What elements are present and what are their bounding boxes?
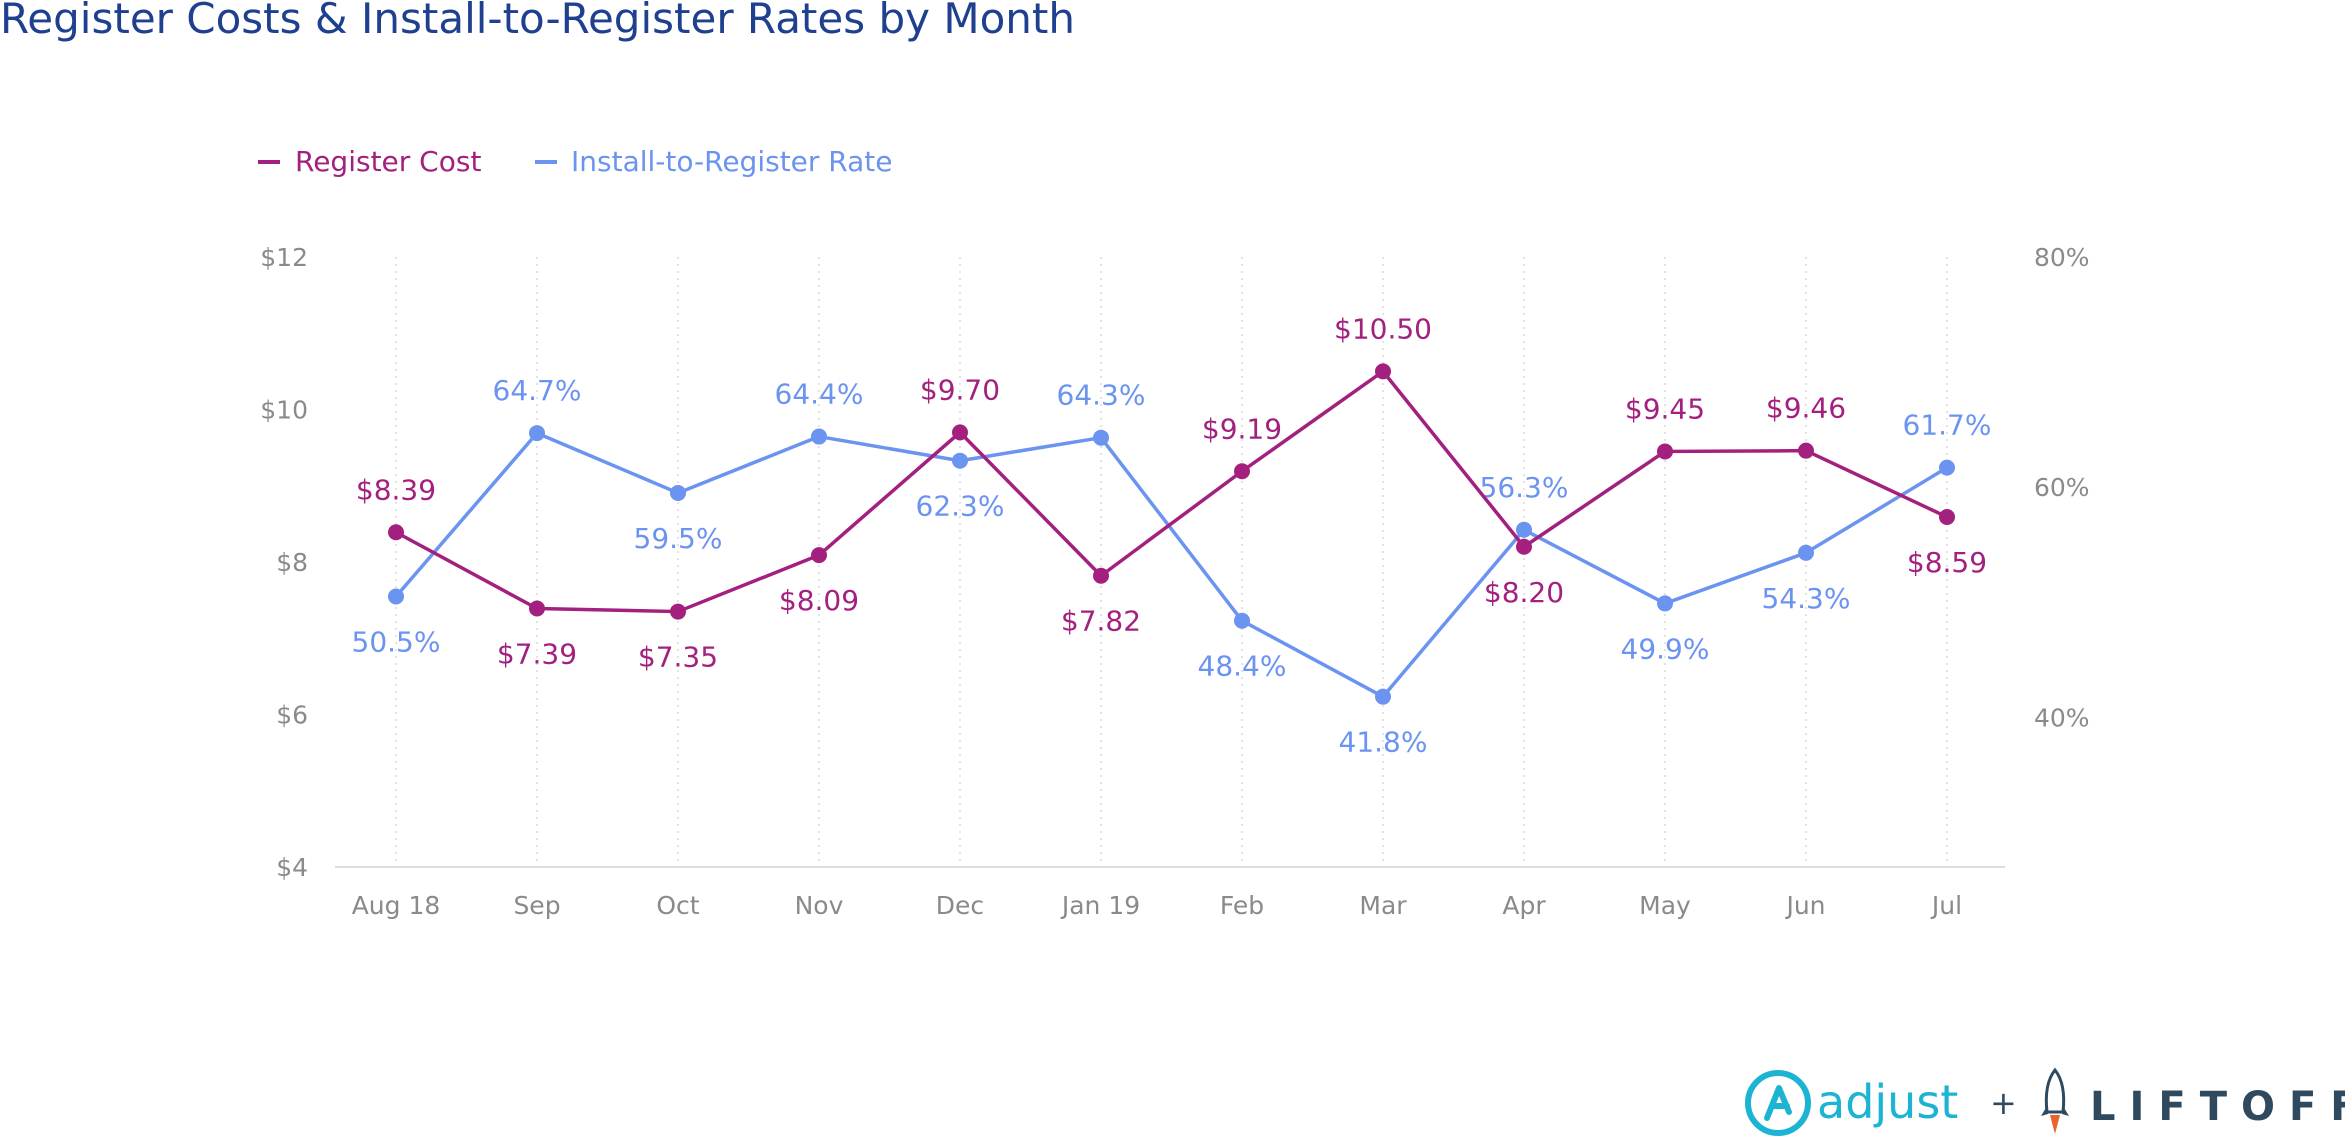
y-left-tick-label: $12	[260, 243, 308, 272]
data-label: 61.7%	[1903, 409, 1992, 442]
data-point	[1939, 509, 1955, 526]
data-label: $8.20	[1484, 576, 1564, 609]
data-point	[1516, 538, 1532, 555]
data-label: 59.5%	[634, 522, 723, 555]
x-tick-label: Dec	[936, 891, 984, 920]
data-point	[1093, 429, 1109, 446]
data-label: 41.8%	[1339, 726, 1428, 759]
data-point	[670, 484, 686, 501]
data-point	[1798, 442, 1814, 459]
y-left-tick-label: $10	[260, 396, 308, 425]
series-line	[394, 431, 1948, 699]
data-point	[1375, 363, 1391, 380]
data-label: 49.9%	[1621, 632, 1710, 665]
data-label: $9.46	[1766, 392, 1846, 425]
adjust-mark-icon	[1745, 1070, 1811, 1136]
y-left-tick-label: $6	[276, 701, 308, 730]
x-tick-label: Jun	[1784, 891, 1825, 920]
data-label: 56.3%	[1480, 471, 1569, 504]
y-left-tick-label: $4	[276, 853, 308, 882]
data-point	[1798, 544, 1814, 561]
data-label: $9.70	[920, 373, 1000, 406]
legend: Register Cost Install-to-Register Rate	[258, 145, 893, 178]
data-point	[1093, 567, 1109, 584]
data-point	[1657, 595, 1673, 612]
grid-lines	[395, 257, 1948, 867]
data-label: 50.5%	[352, 626, 441, 659]
data-label: 48.4%	[1198, 650, 1287, 683]
data-label: $8.39	[356, 473, 436, 506]
data-point	[1657, 443, 1673, 460]
x-tick-label: Aug 18	[352, 891, 441, 920]
data-label: $7.39	[497, 638, 577, 671]
logo-separator-plus: +	[1990, 1084, 2017, 1122]
rocket-flame-icon	[2050, 1115, 2060, 1134]
liftoff-wordmark: LIFTOFF	[2090, 1084, 2345, 1130]
data-label: $9.19	[1202, 412, 1282, 445]
series-line	[395, 369, 1948, 614]
series-install-to-register-rate: 50.5% 64.7% 59.5% 64.4% 62.3% 64.3% 48.4% 41.8%…	[352, 374, 1992, 759]
legend-entry: Install-to-Register Rate	[571, 145, 893, 178]
series-register-cost: $8.39 $7.39 $7.35 $8.09 $9.70 $7.82 $9.19 $10.5…	[356, 312, 1987, 673]
liftoff-logo: LIFTOFF	[2041, 1067, 2345, 1134]
rocket-icon	[2044, 1067, 2066, 1114]
data-label: 62.3%	[916, 490, 1005, 523]
data-point	[1234, 463, 1250, 480]
data-point	[1939, 459, 1955, 476]
data-label: $10.50	[1334, 312, 1432, 345]
data-point	[1516, 521, 1532, 538]
partner-logos: adjust + LIFTOFF	[1745, 1067, 2345, 1136]
data-point	[529, 600, 545, 617]
data-point	[670, 603, 686, 620]
y-right-tick-label: 40%	[2034, 703, 2090, 732]
data-label: $7.35	[638, 641, 718, 674]
x-tick-label: Oct	[656, 891, 699, 920]
data-point	[811, 428, 827, 445]
data-label: 64.7%	[493, 374, 582, 407]
data-point	[811, 547, 827, 564]
x-tick-label: Feb	[1220, 891, 1264, 920]
x-tick-label: May	[1639, 891, 1691, 920]
data-label: 54.3%	[1762, 582, 1851, 615]
data-point	[388, 524, 404, 541]
y-axis-left: $4 $6 $8 $10 $12	[260, 243, 308, 882]
y-axis-right: 40% 60% 80%	[2034, 243, 2090, 732]
y-left-tick-label: $8	[276, 548, 308, 577]
adjust-wordmark: adjust	[1817, 1075, 1958, 1129]
data-point	[1375, 688, 1391, 705]
data-label: $8.59	[1907, 546, 1987, 579]
x-tick-label: Sep	[513, 891, 560, 920]
data-point	[529, 425, 545, 442]
adjust-a-glyph-icon	[1764, 1085, 1792, 1121]
data-point	[1234, 612, 1250, 629]
data-label: $7.82	[1061, 605, 1141, 638]
data-point	[952, 452, 968, 469]
page-title: Register Costs & Install-to-Register Rat…	[0, 0, 1075, 43]
y-right-tick-label: 80%	[2034, 243, 2090, 272]
data-label: $9.45	[1625, 392, 1705, 425]
x-tick-label: Nov	[795, 891, 844, 920]
legend-entry: Register Cost	[295, 145, 481, 178]
data-label: 64.4%	[775, 378, 864, 411]
x-tick-label: Jan 19	[1060, 891, 1140, 920]
x-tick-label: Jul	[1930, 891, 1962, 920]
x-tick-label: Mar	[1359, 891, 1407, 920]
data-label: $8.09	[779, 584, 859, 617]
adjust-logo: adjust	[1745, 1070, 1958, 1136]
data-point	[952, 424, 968, 441]
x-axis: Aug 18 Sep Oct Nov Dec Jan 19 Feb Mar Apr May Jun J…	[352, 891, 1962, 920]
data-point	[388, 588, 404, 605]
data-label: 64.3%	[1057, 379, 1146, 412]
y-right-tick-label: 60%	[2034, 473, 2090, 502]
x-tick-label: Apr	[1502, 891, 1546, 920]
